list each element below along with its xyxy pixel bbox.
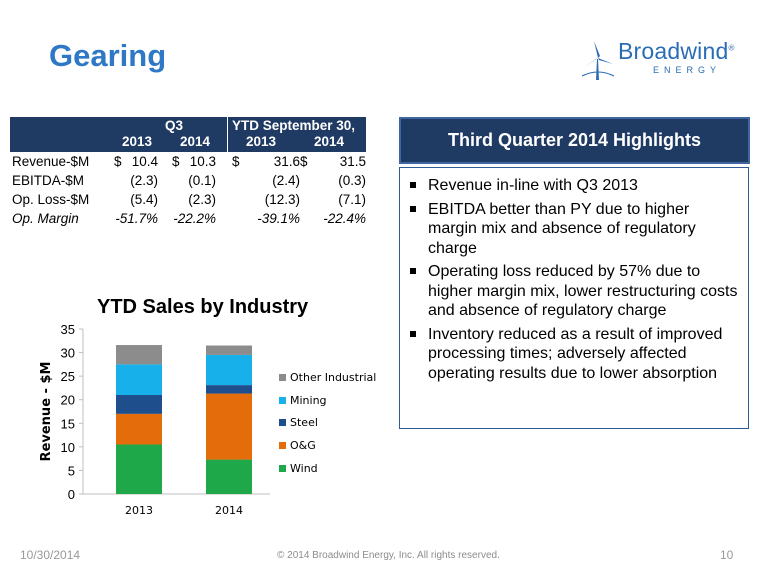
bar-segment — [116, 444, 162, 494]
bullet-icon — [410, 268, 416, 274]
chart-title: YTD Sales by Industry — [97, 296, 309, 318]
y-tick-label: 5 — [68, 463, 75, 478]
highlight-text: EBITDA better than PY due to higher marg… — [428, 200, 696, 257]
legend-swatch — [279, 374, 286, 381]
highlight-text: Revenue in-line with Q3 2013 — [428, 177, 638, 194]
y-tick-label: 35 — [61, 322, 75, 337]
x-tick-label: 2013 — [125, 504, 153, 517]
header-year: 2013 — [246, 134, 277, 149]
header-q3: Q3 — [165, 118, 184, 133]
cell-value: (0.1) — [188, 173, 216, 188]
table-row: EBITDA-$M (2.3) (0.1) (2.4) (0.3) — [10, 171, 366, 190]
currency-symbol: $ — [114, 154, 122, 169]
bar-segment — [116, 413, 162, 445]
bar-segment — [206, 459, 252, 494]
header-divider — [227, 117, 228, 152]
bar-segment — [206, 393, 252, 460]
y-tick-label: 20 — [61, 393, 75, 408]
cell-value: -39.1% — [257, 211, 300, 226]
highlight-text: Inventory reduced as a result of improve… — [428, 325, 723, 382]
bar-segment — [116, 345, 162, 365]
legend-swatch — [279, 397, 286, 404]
y-tick-label: 30 — [61, 346, 75, 361]
cell-value: (12.3) — [264, 192, 300, 207]
table-row: Revenue-$M $10.4 $10.3 $31.6 $31.5 — [10, 152, 366, 171]
legend-label: Mining — [290, 394, 327, 407]
cell-value: -22.2% — [173, 211, 216, 226]
highlight-item: Operating loss reduced by 57% due to hig… — [410, 262, 740, 321]
table-row: Op. Loss-$M (5.4) (2.3) (12.3) (7.1) — [10, 190, 366, 209]
cell-value: 10.3 — [189, 154, 216, 169]
highlights-title: Third Quarter 2014 Highlights — [399, 117, 750, 164]
cell-value: (5.4) — [130, 192, 158, 207]
highlight-item: EBITDA better than PY due to higher marg… — [410, 200, 740, 259]
legend-swatch — [279, 442, 286, 449]
row-label: Op. Loss-$M — [12, 192, 90, 207]
legend-label: Steel — [290, 416, 318, 429]
cell-value: -22.4% — [323, 211, 366, 226]
bar-segment — [116, 364, 162, 395]
logo-tagline: ENERGY — [653, 65, 722, 75]
header-year: 2014 — [314, 134, 345, 149]
logo-wordmark: Broadwind® — [618, 38, 735, 64]
row-label: Revenue-$M — [12, 154, 90, 169]
table-body: Revenue-$M $10.4 $10.3 $31.6 $31.5 EBITDA-$M(… — [10, 152, 366, 228]
currency-symbol: $ — [300, 154, 308, 169]
header-year: 2013 — [122, 134, 153, 149]
highlight-text: Operating loss reduced by 57% due to hig… — [428, 263, 738, 319]
header-year: 2014 — [180, 134, 211, 149]
wind-turbine-icon — [581, 41, 615, 80]
table-row: Op. Margin -51.7% -22.2% -39.1% -22.4% — [10, 209, 366, 228]
legend-label: Wind — [290, 462, 318, 475]
broadwind-logo: Broadwind® ENERGY — [580, 38, 745, 82]
financial-table: Q3 YTD September 30, 2013 2014 2013 2014… — [10, 117, 366, 228]
legend-label: Other Industrial — [290, 371, 376, 384]
cell-value: 31.5 — [339, 154, 366, 169]
cell-value: 31.6 — [273, 154, 300, 169]
footer-copyright: © 2014 Broadwind Energy, Inc. All rights… — [277, 550, 500, 561]
legend-label: O&G — [290, 439, 316, 452]
bar-segment — [116, 395, 162, 414]
currency-symbol: $ — [172, 154, 180, 169]
cell-value: (2.3) — [188, 192, 216, 207]
currency-symbol: $ — [232, 154, 240, 169]
y-axis-label: Revenue - $M — [39, 362, 54, 462]
y-tick-label: 10 — [61, 440, 75, 455]
row-label: EBITDA-$M — [12, 173, 85, 188]
x-tick-label: 2014 — [215, 504, 243, 517]
table-header: Q3 YTD September 30, 2013 2014 2013 2014 — [10, 117, 366, 152]
footer-date: 10/30/2014 — [20, 548, 81, 562]
header-ytd: YTD September 30, — [232, 118, 356, 133]
cell-value: 10.4 — [131, 154, 158, 169]
y-tick-label: 0 — [68, 487, 75, 502]
bullet-icon — [410, 205, 416, 212]
page-number: 10 — [720, 548, 734, 562]
cell-value: (0.3) — [338, 173, 366, 188]
y-tick-label: 25 — [61, 369, 75, 384]
row-label: Op. Margin — [12, 211, 79, 226]
cell-value: (7.1) — [338, 192, 366, 207]
slide-title: Gearing — [49, 38, 167, 73]
cell-value: (2.3) — [130, 173, 158, 188]
highlights-list: Revenue in-line with Q3 2013 EBITDA bette… — [399, 167, 749, 429]
bar-segment — [206, 345, 252, 355]
y-tick-label: 15 — [61, 416, 75, 431]
highlight-item: Inventory reduced as a result of improve… — [410, 325, 740, 384]
bar-segment — [206, 354, 252, 386]
bullet-icon — [410, 330, 416, 337]
highlight-item: Revenue in-line with Q3 2013 — [410, 176, 740, 196]
legend-swatch — [279, 465, 286, 472]
bar-segment — [206, 385, 252, 394]
bullet-icon — [410, 182, 416, 188]
legend-swatch — [279, 419, 286, 426]
cell-value: (2.4) — [272, 173, 300, 188]
cell-value: -51.7% — [115, 211, 158, 226]
